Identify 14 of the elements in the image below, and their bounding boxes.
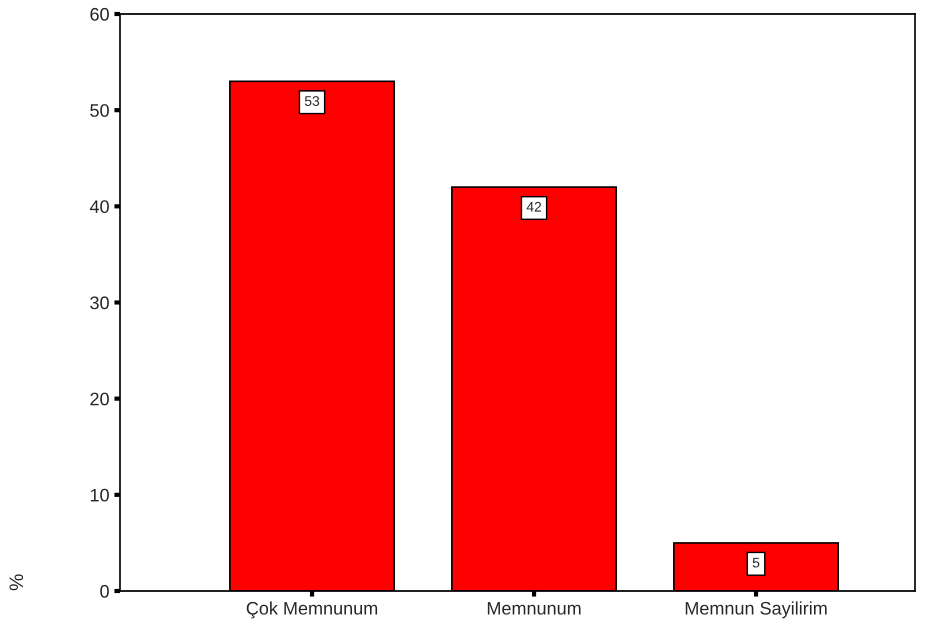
data-label: 42 bbox=[526, 202, 542, 212]
y-tick-label: 10 bbox=[90, 488, 109, 502]
y-tick-label: 30 bbox=[90, 296, 109, 310]
data-label: 5 bbox=[752, 558, 760, 568]
y-tick-label: 20 bbox=[90, 392, 109, 406]
y-tick-label: 40 bbox=[90, 200, 109, 214]
x-tick-label: Çok Memnunum bbox=[246, 601, 378, 618]
x-tick-label: Memnunum bbox=[488, 602, 581, 615]
y-tick-label: 50 bbox=[90, 104, 109, 117]
y-axis-title: % bbox=[9, 574, 24, 590]
x-tick-label: Memnun Sayilirim bbox=[686, 601, 827, 618]
y-tick-label: 60 bbox=[90, 8, 109, 21]
y-tick-label: 0 bbox=[100, 584, 109, 598]
data-label: 53 bbox=[304, 96, 320, 106]
